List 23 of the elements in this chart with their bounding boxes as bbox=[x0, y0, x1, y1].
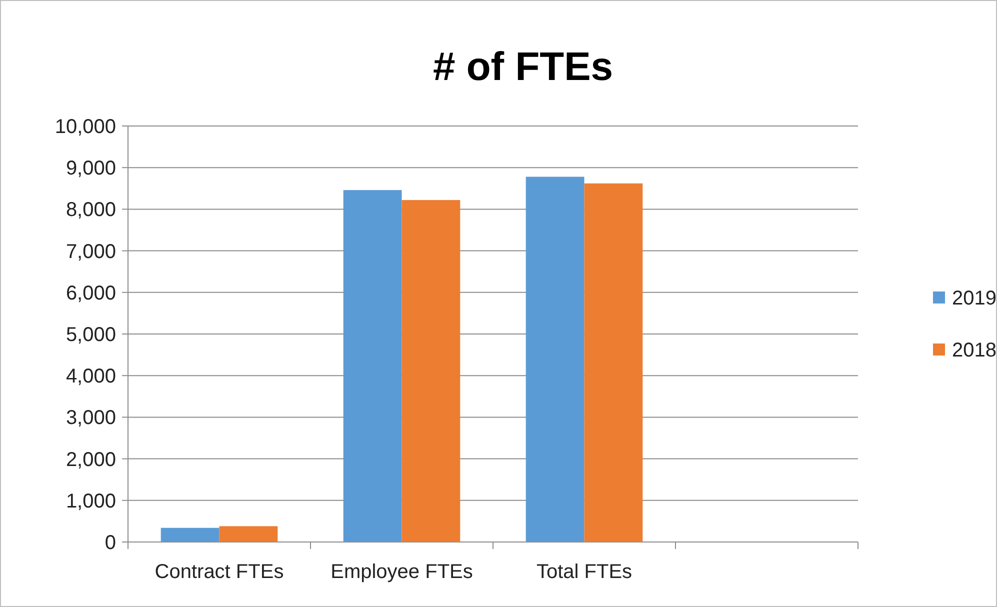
bar bbox=[584, 183, 643, 542]
y-tick-label: 2,000 bbox=[66, 448, 116, 471]
y-tick-label: 4,000 bbox=[66, 366, 116, 388]
y-tick-label: 10,000 bbox=[54, 116, 116, 138]
y-tick-label: 0 bbox=[104, 532, 116, 554]
x-tick-label: Contract FTEs bbox=[154, 561, 284, 583]
bar bbox=[526, 176, 584, 542]
chart-title: # of FTEs bbox=[432, 45, 614, 89]
y-tick-label: 5,000 bbox=[66, 324, 116, 346]
x-tick-label: Total FTEs bbox=[536, 561, 632, 583]
legend-label: 2019 bbox=[952, 288, 996, 310]
bar bbox=[343, 190, 402, 542]
y-tick-label: 9,000 bbox=[66, 158, 116, 180]
y-tick-label: 7,000 bbox=[66, 240, 116, 263]
legend-label: 2018 bbox=[952, 340, 996, 362]
y-tick-label: 3,000 bbox=[66, 407, 116, 430]
bar bbox=[160, 528, 220, 542]
bar bbox=[219, 526, 278, 542]
bar bbox=[402, 200, 460, 542]
x-tick-label: Employee FTEs bbox=[330, 561, 473, 583]
y-tick-label: 8,000 bbox=[66, 199, 116, 222]
y-tick-label: 6,000 bbox=[66, 282, 116, 304]
y-tick-label: 1,000 bbox=[66, 490, 116, 512]
